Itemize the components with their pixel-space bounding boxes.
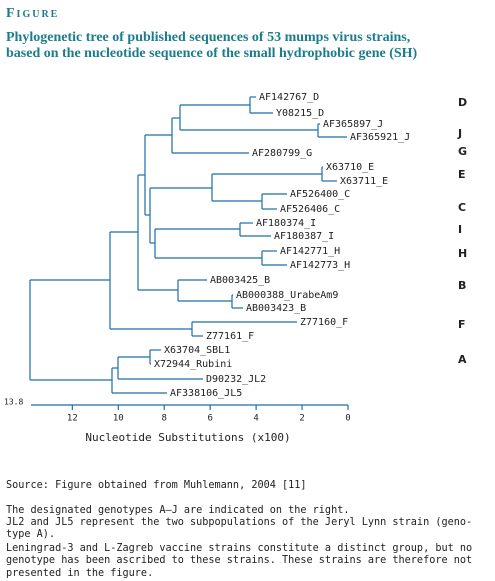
leaf-label: Y08215_D	[276, 108, 324, 119]
tick-label: 2	[299, 414, 304, 424]
genotype-label: I	[458, 223, 462, 236]
tick-label: 6	[207, 414, 212, 424]
note-line: JL2 and JL5 represent the two subpopulat…	[6, 517, 472, 528]
leaf-label: D90232_JL2	[206, 374, 266, 385]
leaf-label: AF526400_C	[290, 189, 350, 200]
leaf-label: AB003425_B	[210, 275, 270, 286]
leaf-label: AB000388_UrabeAm9	[236, 290, 338, 301]
leaf-label: AF280799_G	[252, 148, 312, 159]
note-line: presented in the figure.	[6, 568, 153, 579]
source: Source: Figure obtained from Muhlemann, …	[6, 480, 307, 491]
genotype-label: A	[458, 353, 467, 366]
genotype-label: F	[458, 318, 466, 331]
leaf-label: AF180387_I	[274, 231, 334, 242]
note-line: type A).	[6, 529, 55, 540]
leaf-label: AF180374_I	[256, 218, 316, 229]
leaf-label: Z77161_F	[206, 331, 254, 342]
genotype-label: G	[458, 145, 467, 158]
tick-label: 10	[113, 414, 124, 424]
genotype-label: C	[458, 201, 466, 214]
leaf-label: Z77160_F	[300, 317, 348, 328]
axis-title: Nucleotide Substitutions (x100)	[85, 431, 290, 444]
leaf-label: AF526406_C	[280, 204, 340, 215]
leaf-label: X63710_E	[326, 162, 374, 173]
axis-start-label: 13.8	[4, 398, 23, 407]
genotype-label: E	[458, 168, 466, 181]
genotype-label: B	[458, 279, 466, 292]
genotype-label: H	[458, 247, 467, 260]
leaf-label: X63711_E	[340, 176, 388, 187]
leaf-label: AF142773_H	[290, 260, 350, 271]
leaf-label: X72944_Rubini	[154, 359, 232, 370]
genotype-label: D	[458, 96, 467, 109]
leaf-label: AF338106_JL5	[170, 388, 242, 399]
note-line: Leningrad-3 and L-Zagreb vaccine strains…	[6, 543, 472, 554]
leaf-label: AF142767_D	[259, 92, 319, 103]
note-line: The designated genotypes A–J are indicat…	[6, 505, 349, 516]
tick-label: 4	[253, 414, 258, 424]
leaf-label: AB003423_B	[246, 303, 306, 314]
leaf-label: AF142771_H	[280, 246, 340, 257]
note-line: genotype has been ascribed to these stra…	[6, 555, 472, 566]
genotype-label: J	[457, 127, 462, 140]
leaf-label: X63704_SBL1	[164, 345, 230, 356]
title-line: based on the nucleotide sequence of the …	[6, 46, 418, 61]
tick-label: 0	[345, 414, 350, 424]
tick-label: 8	[162, 414, 167, 424]
title-line: Phylogenetic tree of published sequences…	[6, 30, 410, 45]
leaf-label: AF365921_J	[350, 132, 410, 143]
tick-label: 12	[67, 414, 78, 424]
figure-label: Figure	[6, 6, 59, 21]
leaf-label: AF365897_J	[323, 119, 383, 130]
